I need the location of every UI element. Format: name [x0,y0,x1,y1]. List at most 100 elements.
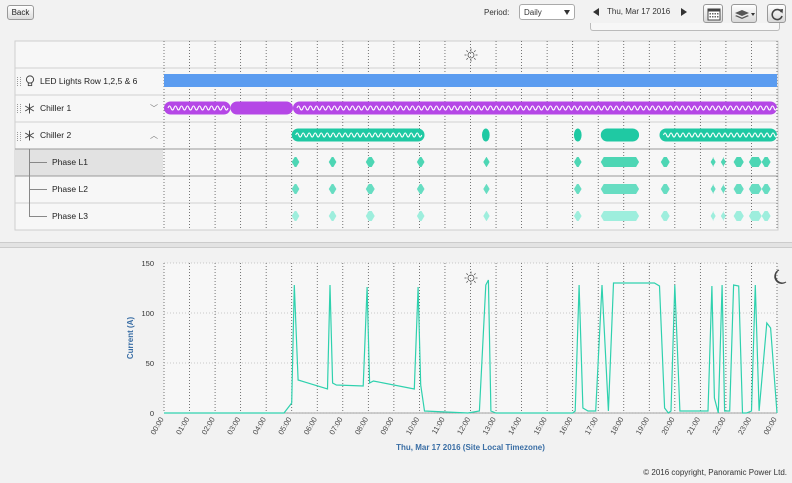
drag-handle-icon[interactable] [17,77,21,86]
phase-l1-activity-blob[interactable] [748,157,762,167]
layers-icon [735,10,755,19]
x-tick-label: 12:00 [455,416,472,437]
next-date-arrow-icon[interactable] [681,8,687,16]
phase-l1-activity-blob[interactable] [761,157,771,167]
x-tick-label: 02:00 [200,416,217,437]
tree-connector [29,216,47,217]
x-tick-label: 00:00 [762,416,779,437]
x-tick-label: 22:00 [710,416,727,437]
calendar-button[interactable] [703,4,723,23]
chiller1-on-bar[interactable] [230,101,293,115]
period-label: Period: [484,8,510,17]
phase-l2-activity-blob[interactable] [365,184,375,194]
phase-l3-activity-blob[interactable] [748,211,762,221]
timeline-panel: LED Lights Row 1,2,5 & 6 Chiller 1 ﹀ Chi… [0,33,792,242]
phase-l2-activity-blob[interactable] [720,184,726,194]
phase-l3-activity-blob[interactable] [733,211,744,221]
x-tick-label: 13:00 [481,415,498,436]
phase-l3-activity-blob[interactable] [600,211,640,221]
current-date: Thu, Mar 17 2016 [607,7,671,16]
row-label-phase-l3: Phase L3 [52,211,88,221]
lightbulb-icon [25,75,35,87]
phase-l2-activity-blob[interactable] [328,184,337,194]
x-tick-label: 09:00 [378,416,395,437]
row-label-chiller2: Chiller 2 [40,130,72,140]
period-select[interactable]: Daily [519,4,575,20]
phase-l3-activity-blob[interactable] [761,211,771,221]
layers-button[interactable] [731,4,757,23]
row-label-led: LED Lights Row 1,2,5 & 6 [40,76,138,86]
current-line-chart: 0 50 100 150 00:00 01:00 02:00 03:00 04:00 05:00 0… [126,259,787,452]
x-tick-label: 04:00 [251,416,268,437]
phase-l1-activity-blob[interactable] [710,157,716,167]
copyright-text: © 2016 copyright, Panoramic Power Ltd. [643,468,787,477]
phase-l3-activity-blob[interactable] [573,211,582,221]
chiller2-on-bar[interactable] [573,128,582,142]
x-tick-label: 11:00 [430,416,447,436]
phase-l1-activity-blob[interactable] [365,157,375,167]
phase-l2-activity-blob[interactable] [660,184,670,194]
moon-icon [774,269,787,284]
drag-handle-icon[interactable] [17,104,21,113]
panel-divider[interactable] [0,242,792,248]
current-series-line[interactable] [164,279,778,414]
phase-l3-activity-blob[interactable] [720,211,726,221]
x-tick-label: 10:00 [404,416,421,437]
phase-l2-activity-blob[interactable] [748,184,762,194]
collapse-chevron-icon[interactable]: ︿ [150,131,158,140]
y-tick-label: 100 [141,309,154,318]
y-axis-label: Current (A) [126,317,135,360]
phase-l3-activity-blob[interactable] [328,211,337,221]
refresh-button[interactable] [767,4,786,23]
phase-l2-activity-blob[interactable] [600,184,640,194]
x-tick-label: 21:00 [685,416,702,437]
row-label-phase-l2: Phase L2 [52,184,88,194]
chiller1-cycling-bar[interactable] [292,101,777,115]
x-tick-label: 06:00 [302,416,319,437]
phase-l3-activity-blob[interactable] [291,211,300,221]
phase-l2-activity-blob[interactable] [291,184,300,194]
drag-handle-icon[interactable] [17,132,21,141]
phase-l2-activity-blob[interactable] [710,184,716,194]
phase-l2-activity-blob[interactable] [416,184,425,194]
phase-l2-activity-blob[interactable] [483,184,490,194]
phase-l1-activity-blob[interactable] [416,157,425,167]
phase-l3-activity-blob[interactable] [710,211,716,221]
phase-l1-activity-blob[interactable] [733,157,744,167]
calendar-icon [707,8,721,21]
chiller2-cycling-bar[interactable] [291,128,425,142]
phase-l3-activity-blob[interactable] [483,211,490,221]
tree-connector [29,149,30,216]
led-on-bar[interactable] [164,74,777,87]
back-button[interactable]: Back [7,5,34,20]
phase-l2-activity-blob[interactable] [733,184,744,194]
y-tick-label: 150 [141,259,154,268]
phase-l3-activity-blob[interactable] [416,211,425,221]
phase-l1-activity-blob[interactable] [483,157,490,167]
chiller1-cycling-bar[interactable] [164,101,231,115]
phase-l1-activity-blob[interactable] [328,157,337,167]
x-tick-label: 23:00 [736,416,753,437]
expand-chevron-icon[interactable]: ﹀ [150,104,158,113]
x-tick-label: 07:00 [327,416,344,437]
period-select-value: Daily [524,7,542,17]
chiller2-cycling-bar[interactable] [659,128,777,142]
chiller1-cycling-bar-wave [167,105,229,111]
phase-l1-activity-blob[interactable] [600,157,640,167]
phase-l1-activity-blob[interactable] [720,157,726,167]
phase-l3-activity-blob[interactable] [365,211,375,221]
phase-l3-activity-blob[interactable] [660,211,670,221]
x-tick-label: 17:00 [583,416,600,437]
chiller2-on-bar[interactable] [481,128,490,142]
prev-date-arrow-icon[interactable] [593,8,599,16]
phase-l1-activity-blob[interactable] [573,157,582,167]
tree-connector [29,189,47,190]
phase-l2-activity-blob[interactable] [573,184,582,194]
x-tick-label: 20:00 [659,416,676,437]
phase-l2-activity-blob[interactable] [761,184,771,194]
row-label-chiller1: Chiller 1 [40,103,72,113]
chiller2-on-bar[interactable] [600,128,640,142]
phase-l1-activity-blob[interactable] [660,157,670,167]
phase-l1-activity-blob[interactable] [291,157,300,167]
